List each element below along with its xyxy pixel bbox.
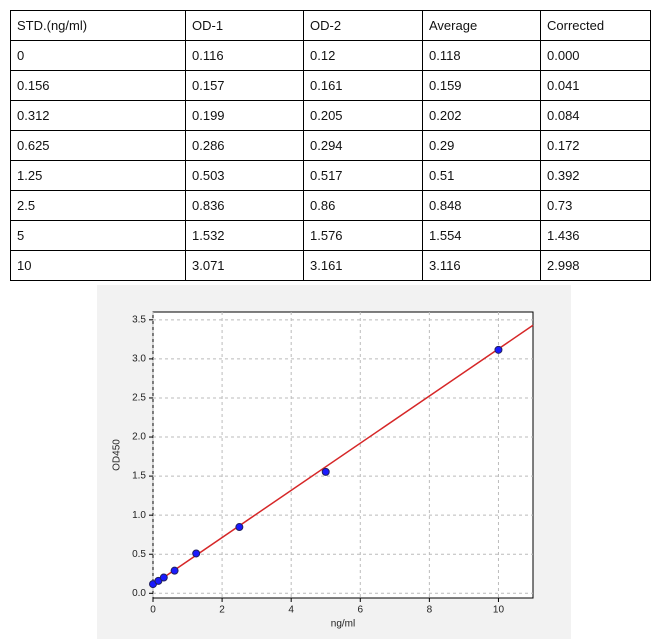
table-cell: 0.286 bbox=[185, 130, 304, 161]
table-cell: 0.159 bbox=[422, 70, 541, 101]
x-tick-label: 2 bbox=[219, 605, 225, 616]
table-cell: 0 bbox=[10, 40, 186, 71]
x-tick-label: 0 bbox=[150, 605, 156, 616]
table-cell: 0.000 bbox=[540, 40, 651, 71]
table-cell: OD-2 bbox=[303, 10, 423, 41]
y-tick-label: 0.5 bbox=[132, 549, 146, 560]
data-point bbox=[321, 467, 330, 476]
table-cell: 3.116 bbox=[422, 250, 541, 281]
x-tick-label: 10 bbox=[493, 605, 505, 616]
x-tick-label: 4 bbox=[288, 605, 294, 616]
data-point bbox=[159, 573, 168, 582]
table-cell: Corrected bbox=[540, 10, 651, 41]
table-cell: OD-1 bbox=[185, 10, 304, 41]
table-cell: 0.73 bbox=[540, 190, 651, 221]
x-tick-label: 8 bbox=[427, 605, 433, 616]
y-tick-label: 2.5 bbox=[132, 393, 146, 404]
data-point bbox=[192, 549, 201, 558]
y-tick-label: 3.0 bbox=[132, 354, 146, 365]
table-cell: 0.116 bbox=[185, 40, 304, 71]
data-point bbox=[494, 345, 503, 354]
header-row: STD.(ng/ml) OD-1 OD-2 Average Corrected bbox=[10, 10, 651, 41]
table-cell: 0.118 bbox=[422, 40, 541, 71]
table-cell: Average bbox=[422, 10, 541, 41]
table-cell: 1.532 bbox=[185, 220, 304, 251]
table-cell: 0.312 bbox=[10, 100, 186, 131]
y-tick-label: 1.0 bbox=[132, 510, 146, 521]
table-row: 0.625 0.286 0.294 0.29 0.172 bbox=[10, 130, 651, 161]
x-tick-label: 6 bbox=[357, 605, 363, 616]
table-cell: 0.161 bbox=[303, 70, 423, 101]
chart: ng/ml OD450 0 2 4 6 8 10 0.0 0.5 1.0 1.5 2.0 2.5 3.0… bbox=[97, 285, 571, 639]
table-cell: 0.157 bbox=[185, 70, 304, 101]
table-cell: 3.071 bbox=[185, 250, 304, 281]
table-cell: 1.576 bbox=[303, 220, 423, 251]
data-point bbox=[235, 523, 244, 532]
table-row: 0 0.116 0.12 0.118 0.000 bbox=[10, 40, 651, 71]
table-cell: 0.517 bbox=[303, 160, 423, 191]
y-tick-label: 1.5 bbox=[132, 471, 146, 482]
table-row: 0.312 0.199 0.205 0.202 0.084 bbox=[10, 100, 651, 131]
y-tick-label: 2.0 bbox=[132, 432, 146, 443]
table-row: 10 3.071 3.161 3.116 2.998 bbox=[10, 250, 651, 281]
table-cell: 5 bbox=[10, 220, 186, 251]
data-point bbox=[170, 566, 179, 575]
table-row: 5 1.532 1.576 1.554 1.436 bbox=[10, 220, 651, 251]
table-cell: 2.5 bbox=[10, 190, 186, 221]
table-cell: 0.12 bbox=[303, 40, 423, 71]
table-cell: 0.29 bbox=[422, 130, 541, 161]
data-table: STD.(ng/ml) OD-1 OD-2 Average Corrected 0 0.11… bbox=[10, 10, 651, 281]
table-row: 1.25 0.503 0.517 0.51 0.392 bbox=[10, 160, 651, 191]
table-cell: 0.041 bbox=[540, 70, 651, 101]
table-cell: 1.554 bbox=[422, 220, 541, 251]
table-row: 0.156 0.157 0.161 0.159 0.041 bbox=[10, 70, 651, 101]
fit-line bbox=[152, 324, 534, 586]
y-axis-label: OD450 bbox=[112, 439, 123, 471]
table-cell: 0.172 bbox=[540, 130, 651, 161]
table-cell: 0.084 bbox=[540, 100, 651, 131]
y-tick-label: 3.5 bbox=[132, 314, 146, 325]
table-cell: 0.294 bbox=[303, 130, 423, 161]
table-cell: STD.(ng/ml) bbox=[10, 10, 186, 41]
table-cell: 1.25 bbox=[10, 160, 186, 191]
table-cell: 3.161 bbox=[303, 250, 423, 281]
table-cell: 0.392 bbox=[540, 160, 651, 191]
y-tick-label: 0.0 bbox=[132, 588, 146, 599]
table-cell: 0.51 bbox=[422, 160, 541, 191]
table-cell: 0.156 bbox=[10, 70, 186, 101]
table-cell: 0.205 bbox=[303, 100, 423, 131]
table-cell: 0.848 bbox=[422, 190, 541, 221]
table-cell: 10 bbox=[10, 250, 186, 281]
table-cell: 1.436 bbox=[540, 220, 651, 251]
table-cell: 0.836 bbox=[185, 190, 304, 221]
table-row: 2.5 0.836 0.86 0.848 0.73 bbox=[10, 190, 651, 221]
table-cell: 0.202 bbox=[422, 100, 541, 131]
table-cell: 2.998 bbox=[540, 250, 651, 281]
table-cell: 0.86 bbox=[303, 190, 423, 221]
table-cell: 0.199 bbox=[185, 100, 304, 131]
table-cell: 0.503 bbox=[185, 160, 304, 191]
table-cell: 0.625 bbox=[10, 130, 186, 161]
x-axis-label: ng/ml bbox=[331, 619, 355, 630]
